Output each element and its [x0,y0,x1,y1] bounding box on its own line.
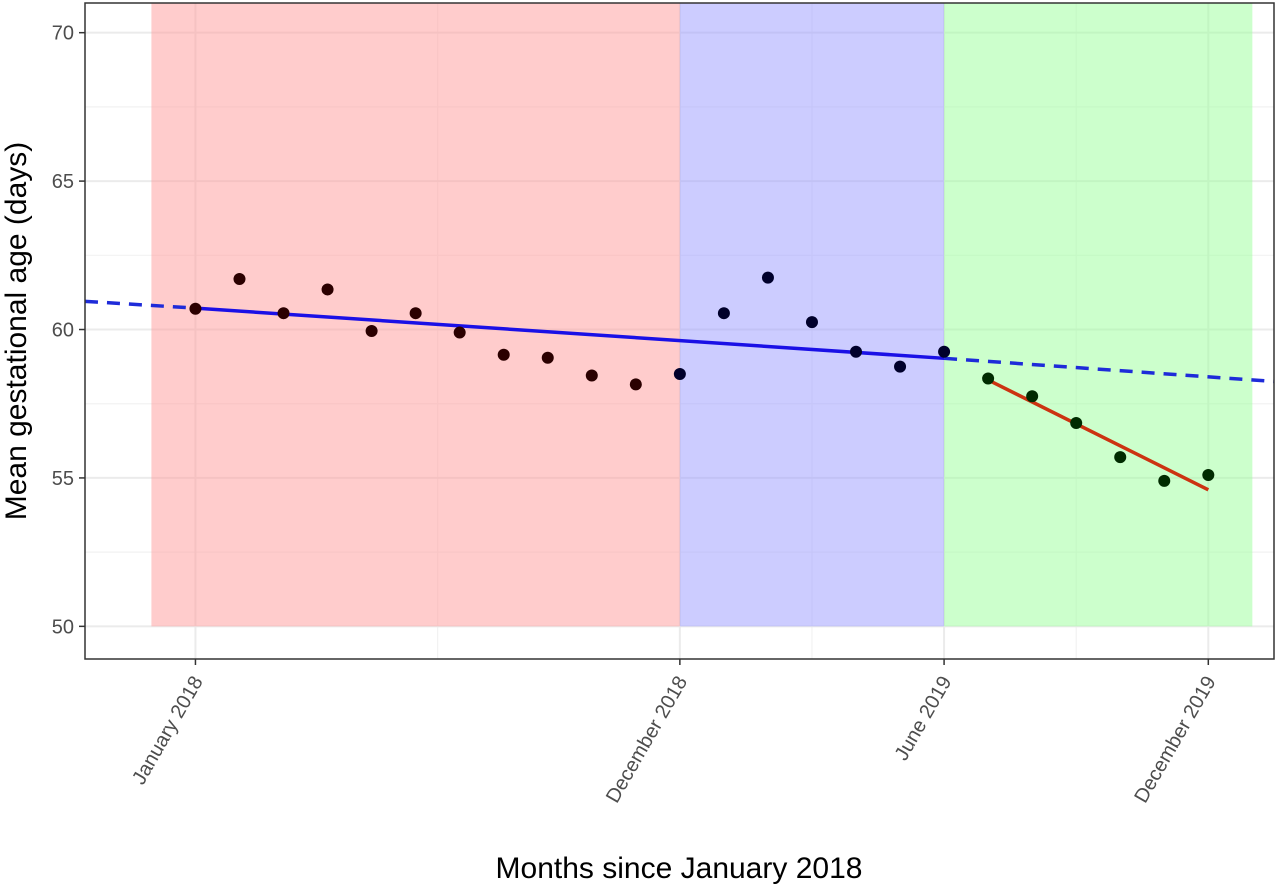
data-point [497,348,510,361]
data-points [189,271,1215,487]
data-point [189,302,202,315]
trend-line-1 [84,299,196,310]
period-bands [151,3,1253,627]
data-point [761,271,774,284]
x-axis: January 2018 December 2018 June 2019 Decemb… [128,659,1221,807]
data-point [585,369,598,382]
x-tick-label: January 2018 [128,673,208,789]
y-tick-label: 60 [52,320,74,342]
data-point [1026,390,1039,403]
y-axis: 50 55 60 65 70 [52,23,85,638]
y-tick-label: 55 [52,468,74,490]
data-point [850,345,863,358]
data-point [453,326,466,339]
data-point [1158,474,1171,487]
data-point [321,283,334,296]
y-tick-label: 65 [52,171,74,193]
data-point [277,307,290,320]
data-point [629,378,642,391]
data-point [1070,417,1083,430]
y-tick-label: 70 [52,23,74,45]
trend-line-2 [195,306,945,361]
trend-line-3 [943,356,1275,384]
data-point [365,325,378,337]
trend-lines [84,299,1275,492]
period-band-3 [944,3,1253,627]
data-point [541,351,554,364]
data-point [805,316,818,329]
x-tick-label: December 2019 [1130,673,1220,807]
data-point [717,307,730,320]
data-point [1202,468,1215,481]
data-point [894,360,907,373]
x-axis-title: Months since January 2018 [496,852,863,885]
data-point [938,345,951,358]
data-point [409,307,422,320]
trend-line-4 [987,378,1210,492]
data-point [673,368,686,381]
data-point [233,273,246,286]
x-tick-label: June 2019 [891,673,957,765]
x-tick-label: December 2018 [602,673,692,807]
y-tick-label: 50 [52,616,74,638]
data-point [982,372,995,385]
y-axis-title: Mean gestational age (days) [0,142,33,521]
data-point [1114,451,1127,464]
